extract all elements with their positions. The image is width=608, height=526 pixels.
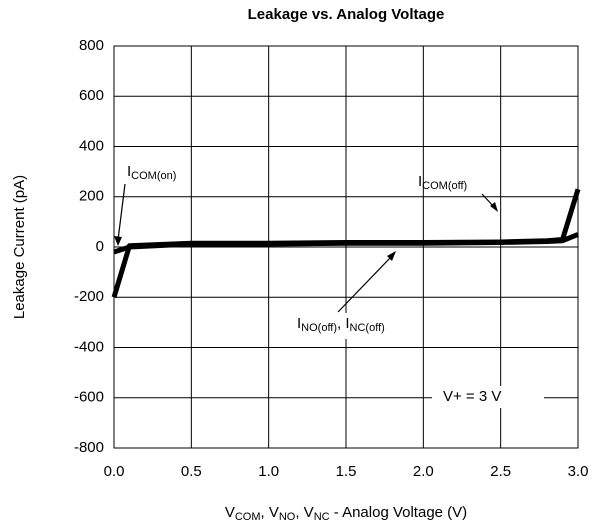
y-tick-label: -800 bbox=[74, 439, 104, 456]
annotation: INO(off), INC(off) bbox=[297, 315, 385, 334]
arrow bbox=[117, 183, 126, 241]
y-tick-label: -600 bbox=[74, 389, 104, 406]
x-tick-label: 3.0 bbox=[568, 463, 589, 480]
annotation: ICOM(on) bbox=[127, 163, 176, 182]
label-bg bbox=[432, 386, 544, 408]
chart-title: Leakage vs. Analog Voltage bbox=[248, 6, 445, 23]
y-axis-label: Leakage Current (pA) bbox=[11, 175, 28, 319]
x-axis-label: VCOM, VNO, VNC - Analog Voltage (V) bbox=[225, 504, 467, 523]
label-bg bbox=[280, 313, 420, 339]
y-tick-label: -200 bbox=[74, 288, 104, 305]
y-tick-label: 800 bbox=[79, 37, 104, 54]
annotation: V+ = 3 V bbox=[443, 388, 501, 405]
x-tick-label: 2.0 bbox=[413, 463, 434, 480]
y-tick-label: 200 bbox=[79, 188, 104, 205]
y-tick-label: 400 bbox=[79, 137, 104, 154]
arrow-head bbox=[490, 202, 498, 212]
arrow-head bbox=[114, 236, 122, 246]
annotations: ICOM(on) ICOM(off) INO(off), INC(off) V+… bbox=[114, 163, 544, 408]
grid bbox=[113, 45, 579, 449]
x-tick-label: 1.5 bbox=[336, 463, 357, 480]
series-line bbox=[113, 232, 579, 255]
x-tick-label: 1.0 bbox=[258, 463, 279, 480]
arrow-head bbox=[387, 251, 396, 261]
plot-frame bbox=[113, 45, 579, 449]
x-tick-label: 0.5 bbox=[181, 463, 202, 480]
y-tick-label: 0 bbox=[96, 238, 104, 255]
y-tick-label: 600 bbox=[79, 87, 104, 104]
x-tick-label: 2.5 bbox=[490, 463, 511, 480]
annotation: ICOM(off) bbox=[418, 173, 467, 192]
arrow bbox=[337, 255, 393, 313]
y-tick-label: -400 bbox=[74, 338, 104, 355]
lines bbox=[111, 188, 581, 298]
x-tick-label: 0.0 bbox=[104, 463, 125, 480]
